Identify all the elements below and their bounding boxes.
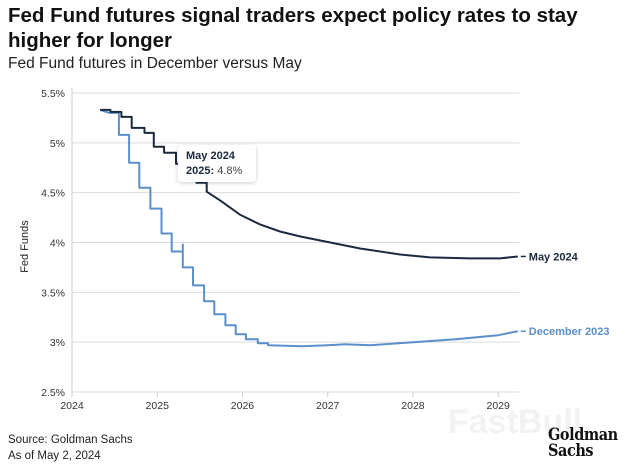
series-line-may-2024 [100, 108, 518, 260]
series-line-december-2023 [99, 108, 518, 348]
tooltip-title: May 2024 [186, 150, 235, 162]
x-tick-label: 2024 [60, 400, 84, 412]
source-note: Source: Goldman Sachs As of May 2, 2024 [8, 432, 133, 464]
logo-line-1: Goldman [548, 425, 618, 445]
goldman-sachs-logo: Goldman Sachs [548, 425, 618, 461]
tooltip-value: 4.8% [217, 165, 243, 177]
tooltip-label: 2025: [186, 165, 215, 177]
series-label-may-2024: May 2024 [529, 251, 579, 263]
y-tick-label: 4% [50, 238, 65, 250]
as-of-date: As of May 2, 2024 [8, 450, 101, 462]
tooltip: May 2024 2025: 4.8% [178, 145, 256, 182]
y-tick-label: 5.5% [41, 88, 65, 100]
y-tick-label: 2.5% [41, 387, 65, 399]
x-tick-label: 2026 [231, 400, 255, 412]
y-axis-label: Fed Funds [19, 220, 31, 273]
y-tick-label: 5% [50, 138, 65, 150]
watermark: FastBull [448, 403, 583, 441]
source-text: Source: Goldman Sachs [8, 434, 133, 446]
chart-subtitle: Fed Fund futures in December versus May [8, 55, 302, 72]
y-tick-label: 3.5% [41, 287, 65, 299]
x-tick-label: 2027 [316, 400, 340, 412]
y-tick-label: 4.5% [41, 188, 65, 200]
series-label-december-2023: December 2023 [529, 326, 610, 338]
x-tick-label: 2029 [487, 400, 511, 412]
logo-line-2: Sachs [548, 441, 594, 461]
x-tick-label: 2028 [401, 400, 425, 412]
chart-title: Fed Fund futures signal traders expect p… [8, 4, 578, 52]
x-tick-label: 2025 [146, 400, 170, 412]
y-tick-label: 3% [50, 337, 65, 349]
